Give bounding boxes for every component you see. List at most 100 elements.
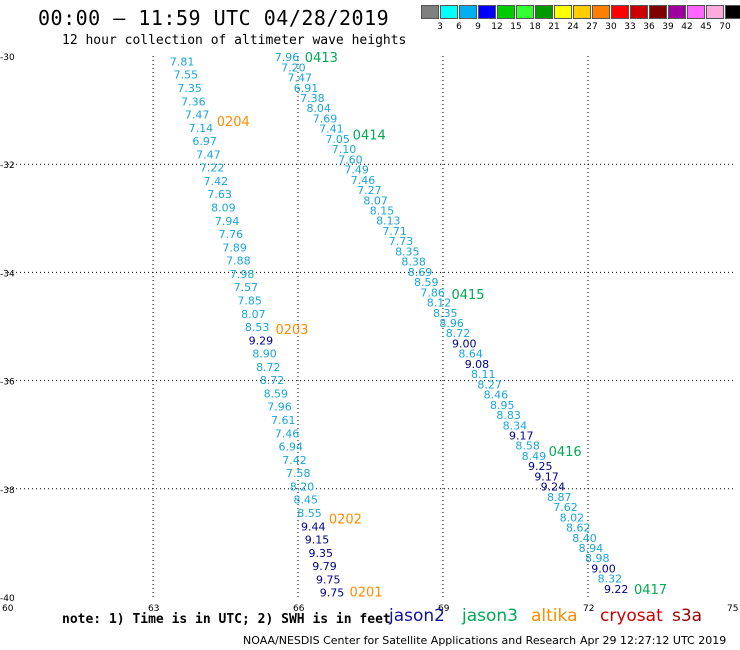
swh-value: 7.57 bbox=[234, 281, 258, 294]
swh-value: 7.88 bbox=[226, 255, 251, 268]
color-scale-label: 30 bbox=[605, 22, 617, 32]
color-scale-label: 45 bbox=[700, 22, 712, 32]
swh-value: 8.59 bbox=[414, 276, 439, 289]
swh-value: 9.22 bbox=[604, 583, 629, 596]
swh-value: 7.47 bbox=[196, 148, 221, 161]
pass-time-label: 0202 bbox=[329, 513, 362, 528]
lat-tick-label: -32 bbox=[0, 161, 15, 171]
swh-value: 7.63 bbox=[207, 188, 232, 201]
swh-value: 8.72 bbox=[256, 361, 281, 374]
color-scale-label: 15 bbox=[510, 22, 522, 32]
lat-tick-label: -34 bbox=[0, 269, 15, 279]
swh-value: 6.97 bbox=[192, 135, 217, 148]
lat-tick-label: -30 bbox=[0, 53, 15, 63]
swh-value: 8.20 bbox=[290, 480, 315, 493]
swh-value: 7.38 bbox=[300, 92, 325, 105]
swh-value: 7.61 bbox=[271, 414, 296, 427]
swh-value: 8.62 bbox=[566, 522, 591, 535]
swh-value: 7.10 bbox=[332, 143, 357, 156]
satellite-name-jason3: jason3 bbox=[462, 606, 518, 626]
pass-time-label: 0413 bbox=[305, 51, 338, 66]
color-swatch bbox=[554, 5, 572, 19]
swh-value: 8.45 bbox=[294, 494, 319, 507]
swh-value: 9.17 bbox=[534, 470, 559, 483]
pass-time-label: 0204 bbox=[217, 115, 250, 130]
color-scale-label: 3 bbox=[437, 22, 443, 32]
lat-tick-label: -36 bbox=[0, 378, 15, 388]
color-swatch bbox=[611, 5, 629, 19]
pass-time-label: 0203 bbox=[275, 323, 308, 338]
color-scale-label: 9 bbox=[475, 22, 481, 32]
swh-value: 7.69 bbox=[313, 112, 338, 125]
swh-value: 7.94 bbox=[215, 215, 240, 228]
swh-value: 7.05 bbox=[325, 133, 350, 146]
color-swatch bbox=[497, 5, 515, 19]
color-swatch bbox=[440, 5, 458, 19]
swh-value: 7.98 bbox=[230, 268, 255, 281]
color-swatch bbox=[630, 5, 648, 19]
swh-value: 9.24 bbox=[541, 481, 566, 494]
swh-value: 7.89 bbox=[222, 241, 247, 254]
pass-time-label: 0414 bbox=[353, 128, 386, 143]
swh-value: 9.17 bbox=[509, 429, 534, 442]
swh-value: 9.15 bbox=[305, 534, 330, 547]
swh-value: 7.14 bbox=[189, 122, 214, 135]
swh-value: 7.96 bbox=[267, 401, 292, 414]
swh-value: 8.27 bbox=[477, 378, 502, 391]
lon-tick-label: 75 bbox=[727, 604, 738, 614]
swh-value: 7.20 bbox=[281, 61, 306, 74]
swh-value: 8.83 bbox=[496, 409, 521, 422]
swh-value: 8.09 bbox=[211, 202, 236, 215]
color-swatch bbox=[668, 5, 686, 19]
swh-value: 7.71 bbox=[382, 225, 407, 238]
swh-value: 8.15 bbox=[370, 204, 395, 217]
color-scale-label: 33 bbox=[624, 22, 636, 32]
swh-value: 7.85 bbox=[237, 294, 262, 307]
lon-tick-label: 63 bbox=[148, 604, 159, 614]
color-swatch bbox=[706, 5, 724, 19]
swh-value: 8.94 bbox=[579, 542, 604, 555]
swh-value: 9.79 bbox=[312, 560, 337, 573]
swh-value: 9.25 bbox=[528, 460, 553, 473]
swh-value: 8.32 bbox=[598, 573, 623, 586]
swh-value: 7.41 bbox=[319, 123, 344, 136]
swh-value: 8.87 bbox=[547, 491, 572, 504]
swh-value: 7.47 bbox=[185, 109, 210, 122]
satellite-name-s3a: s3a bbox=[672, 606, 703, 626]
lon-tick-label: 60 bbox=[2, 604, 14, 614]
swh-value: 8.13 bbox=[376, 215, 401, 228]
pass-time-label: 0201 bbox=[349, 586, 382, 601]
color-scale-label: 39 bbox=[662, 22, 674, 32]
swh-value: 7.62 bbox=[553, 501, 578, 514]
swh-value: 9.00 bbox=[591, 562, 616, 575]
color-scale-label: 70 bbox=[719, 22, 731, 32]
swh-value: 7.27 bbox=[357, 184, 382, 197]
lat-tick-label: -40 bbox=[0, 594, 15, 604]
swh-value: 8.98 bbox=[585, 552, 610, 565]
swh-value: 7.22 bbox=[200, 162, 225, 175]
credit-line: NOAA/NESDIS Center for Satellite Applica… bbox=[243, 634, 577, 647]
satellite-name-altika: altika bbox=[531, 606, 578, 626]
color-swatch bbox=[535, 5, 553, 19]
color-scale-label: 12 bbox=[491, 22, 503, 32]
swh-value: 7.55 bbox=[174, 69, 199, 82]
color-swatch bbox=[573, 5, 591, 19]
lon-tick-label: 66 bbox=[293, 604, 305, 614]
swh-value: 9.08 bbox=[465, 358, 490, 371]
swh-value: 8.53 bbox=[245, 321, 269, 334]
swh-value: 9.35 bbox=[309, 547, 334, 560]
swh-value: 7.58 bbox=[286, 467, 311, 480]
swh-value: 8.64 bbox=[458, 348, 483, 361]
swh-value: 8.55 bbox=[297, 507, 322, 520]
swh-value: 8.12 bbox=[427, 297, 452, 310]
color-swatch bbox=[459, 5, 477, 19]
swh-value: 8.07 bbox=[363, 194, 388, 207]
swh-value: 8.35 bbox=[433, 307, 458, 320]
page-subtitle: 12 hour collection of altimeter wave hei… bbox=[62, 33, 407, 48]
color-swatch bbox=[687, 5, 705, 19]
swh-value: 7.46 bbox=[275, 427, 300, 440]
pass-time-label: 0417 bbox=[634, 583, 667, 598]
color-swatch bbox=[649, 5, 667, 19]
swh-value: 7.35 bbox=[177, 82, 202, 95]
